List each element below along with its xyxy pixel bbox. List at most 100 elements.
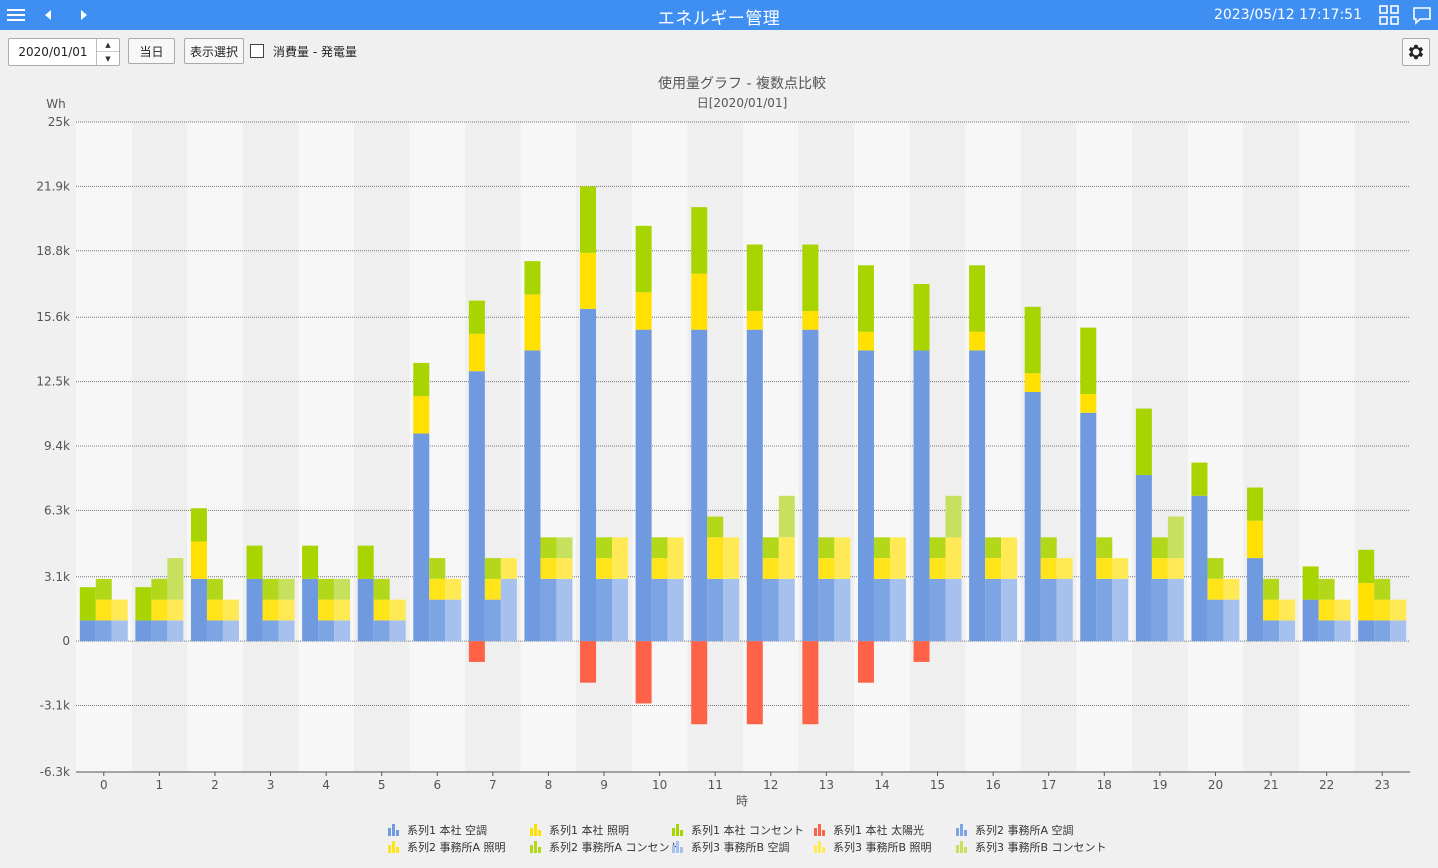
bar-segment: 系列2 事務所A 照明 11: 2000 bbox=[707, 537, 724, 579]
bar-segment: 系列2 事務所A 空調 22: 1000 bbox=[1318, 620, 1335, 642]
legend-item[interactable]: 系列3 事務所B 照明 bbox=[814, 839, 932, 855]
legend-item[interactable]: 系列2 事務所A 空調 bbox=[956, 822, 1074, 838]
bar-segment: 系列2 事務所A 空調 21: 1000 bbox=[1263, 620, 1280, 642]
bar-segment: 系列1 本社 空調 8: 14000 bbox=[524, 350, 541, 642]
x-tick-label: 7 bbox=[489, 778, 497, 792]
bar-segment: 系列1 本社 コンセント 5: 1600 bbox=[357, 545, 374, 579]
bar-segment: 系列1 本社 照明 21: 1800 bbox=[1247, 520, 1264, 559]
display-select-button[interactable]: 表示選択 bbox=[184, 38, 244, 64]
bar-segment: 系列3 事務所B 照明 21: 1000 bbox=[1279, 599, 1296, 621]
bar-segment: 系列1 本社 空調 19: 8000 bbox=[1135, 475, 1152, 642]
date-value[interactable]: 2020/01/01 bbox=[18, 45, 88, 59]
settings-button[interactable] bbox=[1402, 38, 1430, 66]
bar-segment: 系列3 事務所B 照明 16: 2000 bbox=[1001, 537, 1018, 579]
bar-segment: 系列2 事務所A 照明 13: 1000 bbox=[818, 558, 835, 579]
legend-item[interactable]: 系列1 本社 太陽光 bbox=[814, 822, 924, 838]
bar-segment: 系列2 事務所A 空調 8: 3000 bbox=[540, 578, 557, 642]
grid-view-icon[interactable] bbox=[1376, 0, 1402, 30]
bar-chart-icon bbox=[956, 841, 969, 853]
bar-segment: 系列1 本社 コンセント 3: 1600 bbox=[246, 545, 263, 579]
bar-segment: 系列3 事務所B 空調 12: 3000 bbox=[778, 578, 795, 642]
y-tick-label: 9.4k bbox=[44, 439, 70, 453]
legend-item[interactable]: 系列1 本社 照明 bbox=[530, 822, 629, 838]
bar-segment: 系列1 本社 照明 6: 1800 bbox=[413, 396, 430, 434]
bar-segment: 系列2 事務所A コンセント 16: 1000 bbox=[985, 537, 1002, 559]
legend-item[interactable]: 系列1 本社 空調 bbox=[388, 822, 487, 838]
bar-segment: 系列2 事務所A コンセント 12: 1000 bbox=[762, 537, 779, 559]
hour-band bbox=[242, 122, 299, 772]
bar-segment: 系列3 事務所B 照明 23: 1000 bbox=[1390, 599, 1407, 621]
bar-segment: 系列3 事務所B 空調 23: 1000 bbox=[1390, 620, 1407, 642]
hour-band bbox=[1354, 122, 1410, 772]
bar-segment: 系列2 事務所A コンセント 5: 1000 bbox=[373, 578, 390, 600]
app-header: エネルギー管理 2023/05/12 17:17:51 bbox=[0, 0, 1438, 30]
y-tick-label: 18.8k bbox=[36, 244, 70, 258]
bar-segment: 系列2 事務所A コンセント 6: 1000 bbox=[429, 558, 446, 579]
legend-item[interactable]: 系列3 事務所B 空調 bbox=[672, 839, 790, 855]
bar-segment: 系列3 事務所B 照明 5: 1000 bbox=[389, 599, 406, 621]
bar-segment: 系列2 事務所A 照明 0: 1000 bbox=[95, 599, 112, 621]
legend-label: 系列1 本社 照明 bbox=[549, 824, 629, 837]
date-input[interactable]: 2020/01/01 ▲ ▼ bbox=[8, 38, 120, 66]
bar-segment: 系列1 本社 コンセント 18: 3200 bbox=[1080, 327, 1097, 395]
bar-segment: 系列2 事務所A コンセント 13: 1000 bbox=[818, 537, 835, 559]
legend-label: 系列1 本社 空調 bbox=[407, 824, 487, 837]
legend-label: 系列3 事務所B 照明 bbox=[833, 841, 932, 854]
bar-segment: 系列1 本社 太陽光 14: -2000 bbox=[857, 641, 874, 683]
bar-segment: 系列2 事務所A 照明 2: 1000 bbox=[206, 599, 223, 621]
x-tick-label: 18 bbox=[1097, 778, 1112, 792]
legend-item[interactable]: 系列2 事務所A 照明 bbox=[388, 839, 506, 855]
x-tick-label: 19 bbox=[1152, 778, 1167, 792]
consumption-minus-generation-checkbox[interactable] bbox=[250, 44, 264, 58]
bar-segment: 系列1 本社 空調 1: 1000 bbox=[135, 620, 152, 642]
legend-item[interactable]: 系列3 事務所B コンセント bbox=[956, 839, 1107, 855]
bar-segment: 系列1 本社 太陽光 9: -2000 bbox=[580, 641, 597, 683]
bar-segment: 系列1 本社 空調 10: 15000 bbox=[635, 329, 652, 642]
bar-segment: 系列2 事務所A 照明 8: 1000 bbox=[540, 558, 557, 579]
hour-band bbox=[1243, 122, 1299, 772]
menu-icon[interactable] bbox=[4, 0, 28, 30]
bar-segment: 系列3 事務所B 空調 14: 3000 bbox=[889, 578, 906, 642]
bar-chart-icon bbox=[672, 841, 685, 853]
x-tick-label: 1 bbox=[156, 778, 164, 792]
x-tick-label: 17 bbox=[1041, 778, 1056, 792]
bar-segment: 系列1 本社 照明 11: 2700 bbox=[691, 273, 708, 330]
bars: 系列1 本社 空調 0: 1000系列1 本社 コンセント 0: 1600系列2… bbox=[79, 186, 1407, 725]
message-icon[interactable] bbox=[1410, 0, 1434, 30]
legend-label: 系列3 事務所B 空調 bbox=[691, 841, 790, 854]
usage-chart: 系列1 本社 空調 0: 1000系列1 本社 コンセント 0: 1600系列2… bbox=[36, 75, 1410, 808]
x-tick-label: 16 bbox=[985, 778, 1000, 792]
bar-chart-icon bbox=[388, 841, 401, 853]
bar-segment: 系列3 事務所B 空調 13: 3000 bbox=[834, 578, 851, 642]
forward-arrow-icon[interactable] bbox=[74, 0, 94, 30]
bar-segment: 系列1 本社 空調 20: 7000 bbox=[1191, 495, 1208, 642]
y-tick-label: 21.9k bbox=[36, 179, 70, 193]
page-title: エネルギー管理 bbox=[657, 9, 781, 29]
bar-segment: 系列3 事務所B 照明 14: 2000 bbox=[889, 537, 906, 579]
bar-segment: 系列3 事務所B 照明 9: 2000 bbox=[612, 537, 629, 579]
date-spinner[interactable]: ▲ ▼ bbox=[96, 39, 119, 65]
spinner-up-icon[interactable]: ▲ bbox=[97, 39, 119, 52]
today-button[interactable]: 当日 bbox=[128, 38, 175, 64]
bar-segment: 系列3 事務所B 空調 15: 3000 bbox=[945, 578, 962, 642]
bar-segment: 系列3 事務所B 空調 3: 1000 bbox=[278, 620, 295, 642]
bar-segment: 系列2 事務所A 照明 20: 1000 bbox=[1207, 578, 1224, 600]
spinner-down-icon[interactable]: ▼ bbox=[105, 54, 111, 63]
bar-segment: 系列2 事務所A コンセント 3: 1000 bbox=[262, 578, 279, 600]
x-tick-label: 5 bbox=[378, 778, 386, 792]
bar-segment: 系列1 本社 照明 23: 1800 bbox=[1358, 583, 1375, 621]
bar-segment: 系列2 事務所A コンセント 19: 1000 bbox=[1151, 537, 1168, 559]
legend-item[interactable]: 系列1 本社 コンセント bbox=[672, 822, 804, 838]
bar-segment: 系列2 事務所A 空調 3: 1000 bbox=[262, 620, 279, 642]
bar-segment: 系列2 事務所A 空調 16: 3000 bbox=[985, 578, 1002, 642]
legend-item[interactable]: 系列2 事務所A コンセント bbox=[530, 839, 681, 855]
bar-chart-icon bbox=[956, 824, 969, 836]
bar-segment: 系列1 本社 空調 13: 15000 bbox=[802, 329, 819, 642]
chart-title: 使用量グラフ - 複数点比較 bbox=[658, 75, 826, 92]
bar-segment: 系列1 本社 空調 21: 4000 bbox=[1247, 558, 1264, 642]
bar-segment: 系列1 本社 コンセント 15: 3200 bbox=[913, 283, 930, 351]
bar-segment: 系列1 本社 太陽光 7: -1000 bbox=[468, 641, 485, 662]
bar-segment: 系列1 本社 空調 11: 15000 bbox=[691, 329, 708, 642]
y-axis-label: Wh bbox=[46, 97, 65, 111]
back-arrow-icon[interactable] bbox=[38, 0, 58, 30]
